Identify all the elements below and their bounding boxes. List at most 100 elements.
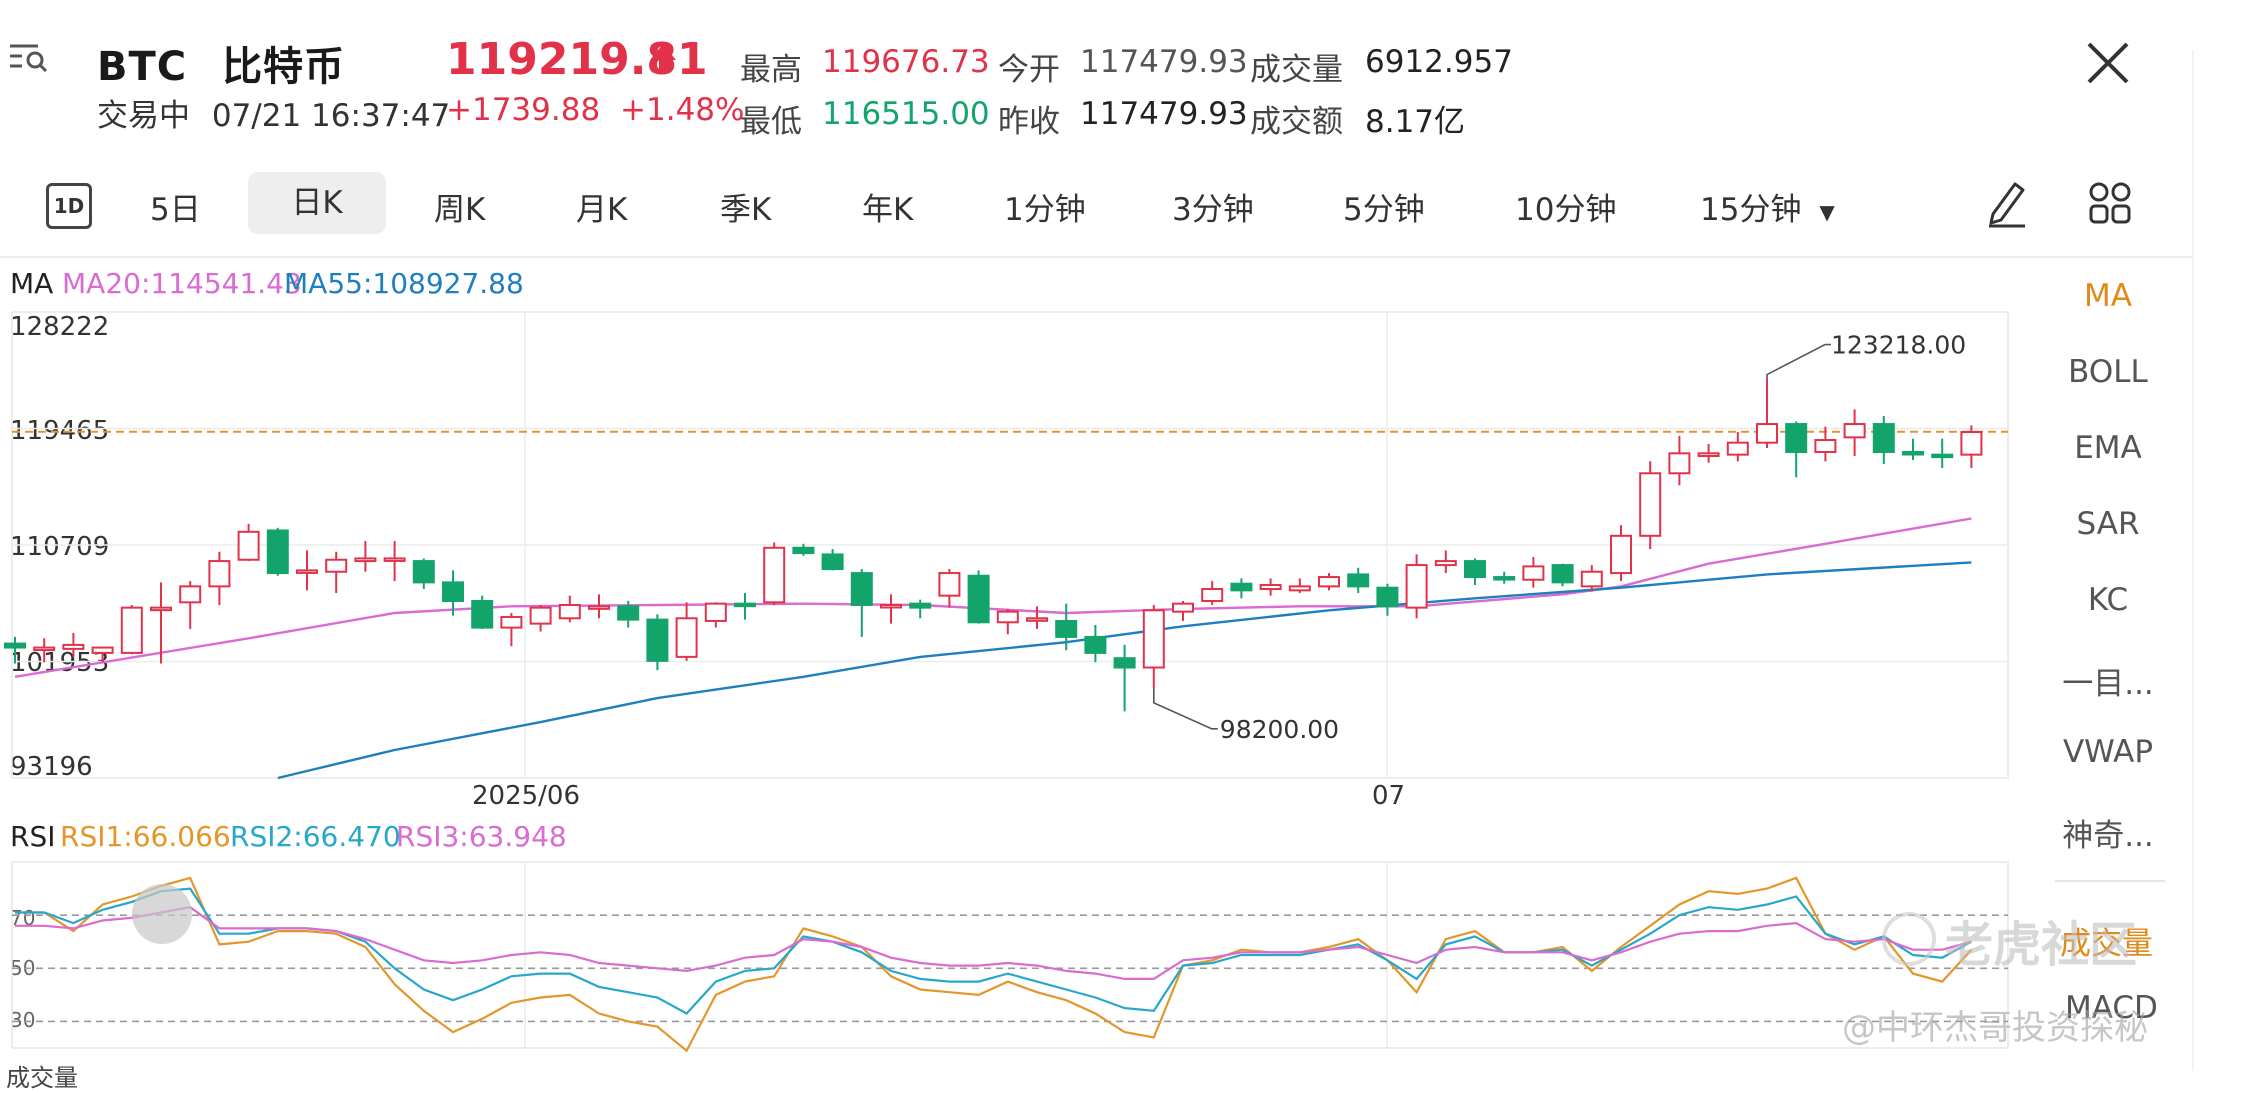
candle[interactable]	[1288, 578, 1311, 594]
tab-monthly-k[interactable]: 月K	[576, 192, 628, 228]
candle[interactable]	[208, 551, 231, 605]
candle[interactable]	[1376, 583, 1399, 616]
candle[interactable]	[1230, 578, 1253, 599]
tab-yearly-k[interactable]: 年K	[862, 192, 914, 228]
candle[interactable]	[967, 570, 990, 624]
candle[interactable]	[1434, 550, 1457, 574]
candle[interactable]	[1931, 438, 1954, 468]
status-text: 交易中	[97, 98, 190, 134]
candle[interactable]	[325, 551, 348, 594]
candle[interactable]	[471, 595, 494, 629]
candle[interactable]	[850, 569, 873, 637]
indicator-ichimoku[interactable]: 一目...	[2062, 666, 2154, 702]
candle[interactable]	[237, 523, 260, 562]
candle[interactable]	[558, 595, 581, 623]
crosshair-handle[interactable]	[132, 884, 192, 944]
candle[interactable]	[996, 608, 1019, 635]
candle[interactable]	[266, 527, 289, 576]
candle[interactable]	[880, 594, 902, 624]
candle[interactable]	[529, 604, 552, 632]
candle[interactable]	[938, 569, 961, 608]
candle[interactable]	[179, 581, 202, 629]
indicator-volume[interactable]: 成交量	[2060, 926, 2153, 962]
tab-weekly-k[interactable]: 周K	[434, 192, 486, 228]
candle[interactable]	[1084, 624, 1107, 663]
candle[interactable]	[1347, 567, 1370, 594]
indicator-kc[interactable]: KC	[2087, 582, 2129, 618]
candle[interactable]	[763, 542, 786, 605]
indicator-magic[interactable]: 神奇...	[2062, 818, 2154, 854]
candle[interactable]	[1522, 557, 1545, 588]
rsi-pane-frame	[11, 861, 2009, 1049]
candle[interactable]	[1843, 409, 1866, 456]
candle[interactable]	[1493, 571, 1516, 584]
candle[interactable]	[354, 541, 377, 572]
candle[interactable]	[1697, 444, 1720, 463]
pencil-draw-icon[interactable]	[1985, 178, 2029, 228]
candle[interactable]	[1902, 438, 1924, 460]
tab-5min[interactable]: 5分钟	[1343, 192, 1425, 228]
candle[interactable]	[1814, 426, 1837, 462]
candle[interactable]	[1580, 565, 1603, 592]
candle-body	[792, 546, 815, 555]
candle[interactable]	[383, 541, 406, 582]
candle[interactable]	[734, 593, 756, 620]
candle[interactable]	[1142, 604, 1165, 689]
candle[interactable]	[1668, 436, 1691, 486]
indicator-ma[interactable]: MA	[2084, 278, 2132, 314]
candle[interactable]	[412, 558, 435, 590]
candle[interactable]	[4, 636, 26, 664]
tab-1d[interactable]: 1D	[46, 183, 92, 229]
candle[interactable]	[500, 612, 523, 647]
candle[interactable]	[1960, 425, 1983, 468]
candle[interactable]	[1201, 581, 1224, 605]
candle[interactable]	[1055, 603, 1078, 651]
kline-chart[interactable]: 123218.00 98200.00	[0, 0, 2241, 1071]
candle[interactable]	[296, 550, 318, 591]
tab-quarterly-k[interactable]: 季K	[720, 192, 772, 228]
candle[interactable]	[909, 599, 932, 619]
candle[interactable]	[1026, 606, 1048, 629]
candle[interactable]	[1405, 554, 1428, 619]
list-menu-icon[interactable]	[8, 42, 52, 72]
tab-daily-k[interactable]: 日K	[248, 172, 386, 234]
candle[interactable]	[1113, 644, 1136, 712]
candle[interactable]	[150, 582, 172, 664]
indicator-ema[interactable]: EMA	[2074, 430, 2142, 466]
candle[interactable]	[1726, 432, 1749, 462]
tab-1min[interactable]: 1分钟	[1004, 192, 1086, 228]
indicator-boll[interactable]: BOLL	[2068, 354, 2148, 390]
grid-layout-icon[interactable]	[2087, 180, 2133, 226]
candle[interactable]	[91, 646, 114, 663]
candle[interactable]	[62, 632, 85, 657]
candle[interactable]	[442, 570, 464, 616]
candle-body	[1113, 657, 1136, 669]
candle[interactable]	[1464, 558, 1486, 586]
indicator-macd[interactable]: MACD	[2065, 990, 2158, 1026]
candle[interactable]	[1551, 563, 1574, 587]
candle[interactable]	[1872, 416, 1895, 464]
candle[interactable]	[675, 602, 698, 661]
candle[interactable]	[33, 638, 56, 663]
candle[interactable]	[821, 549, 844, 571]
indicator-sar[interactable]: SAR	[2076, 506, 2140, 542]
candle[interactable]	[646, 614, 669, 671]
candle[interactable]	[792, 543, 815, 556]
tab-5d[interactable]: 5日	[150, 192, 201, 228]
candle[interactable]	[1318, 573, 1340, 591]
candle[interactable]	[1785, 421, 1808, 478]
candle[interactable]	[704, 602, 727, 628]
candle[interactable]	[1756, 378, 1778, 448]
candle[interactable]	[1610, 525, 1632, 582]
tab-3min[interactable]: 3分钟	[1172, 192, 1254, 228]
candle[interactable]	[1172, 600, 1194, 621]
candle[interactable]	[1639, 461, 1662, 550]
candle[interactable]	[588, 594, 610, 619]
candle[interactable]	[1259, 578, 1282, 596]
close-icon[interactable]	[2085, 40, 2131, 86]
indicator-vwap[interactable]: VWAP	[2062, 734, 2154, 770]
tab-15min[interactable]: 15分钟 ▼	[1700, 184, 1835, 229]
candle[interactable]	[120, 604, 143, 655]
candle[interactable]	[617, 600, 640, 628]
tab-10min[interactable]: 10分钟	[1515, 192, 1617, 228]
